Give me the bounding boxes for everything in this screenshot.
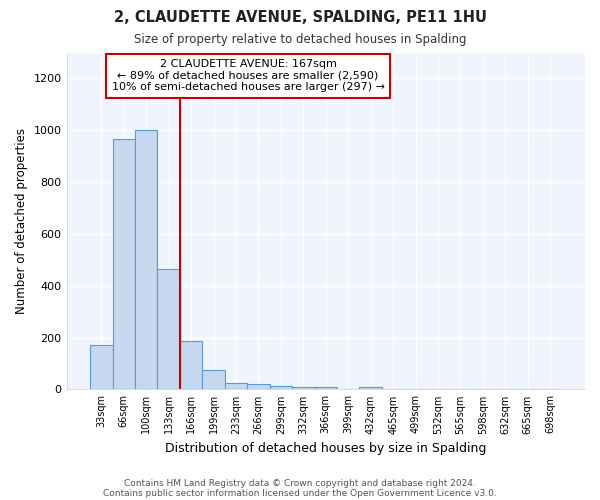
- Text: 2 CLAUDETTE AVENUE: 167sqm
← 89% of detached houses are smaller (2,590)
10% of s: 2 CLAUDETTE AVENUE: 167sqm ← 89% of deta…: [112, 59, 385, 92]
- Bar: [269, 386, 292, 390]
- Text: 2, CLAUDETTE AVENUE, SPALDING, PE11 1HU: 2, CLAUDETTE AVENUE, SPALDING, PE11 1HU: [113, 10, 487, 25]
- Bar: [135, 130, 157, 390]
- Bar: [359, 387, 382, 390]
- Bar: [90, 346, 113, 390]
- Bar: [157, 269, 180, 390]
- Y-axis label: Number of detached properties: Number of detached properties: [15, 128, 28, 314]
- X-axis label: Distribution of detached houses by size in Spalding: Distribution of detached houses by size …: [165, 442, 487, 455]
- Text: Size of property relative to detached houses in Spalding: Size of property relative to detached ho…: [134, 32, 466, 46]
- Bar: [202, 370, 225, 390]
- Bar: [113, 140, 135, 390]
- Text: Contains public sector information licensed under the Open Government Licence v3: Contains public sector information licen…: [103, 488, 497, 498]
- Bar: [180, 342, 202, 390]
- Bar: [292, 387, 314, 390]
- Bar: [225, 383, 247, 390]
- Bar: [247, 384, 269, 390]
- Text: Contains HM Land Registry data © Crown copyright and database right 2024.: Contains HM Land Registry data © Crown c…: [124, 478, 476, 488]
- Bar: [314, 387, 337, 390]
